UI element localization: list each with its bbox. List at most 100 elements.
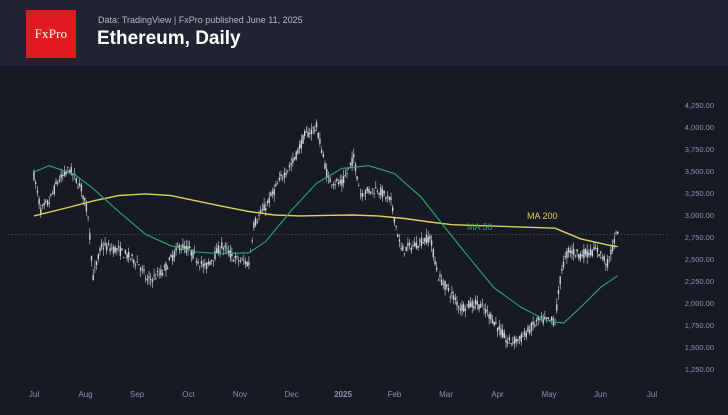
- candle-body: [390, 197, 392, 201]
- candle-body: [368, 188, 370, 193]
- candle-body: [160, 269, 162, 276]
- candle-body: [65, 171, 67, 175]
- candle-body: [363, 195, 365, 197]
- candle-body: [123, 257, 125, 259]
- candle-body: [146, 278, 149, 281]
- candle-body: [153, 274, 155, 276]
- candle-body: [275, 184, 277, 186]
- candle-body: [68, 170, 71, 174]
- candle-body: [385, 197, 387, 200]
- candle-body: [405, 246, 407, 252]
- candle-body: [260, 210, 262, 214]
- candle-body: [562, 261, 565, 268]
- candle-body: [315, 122, 318, 128]
- candle-body: [547, 317, 549, 319]
- x-tick-label: Dec: [284, 390, 298, 399]
- candle-body: [297, 149, 299, 154]
- x-tick-label: Aug: [78, 390, 92, 399]
- candle-body: [552, 319, 555, 326]
- candle-body: [290, 163, 292, 165]
- candle-body: [501, 329, 504, 338]
- candle-body: [542, 317, 544, 324]
- candle-body: [515, 339, 517, 343]
- candle-body: [112, 246, 115, 254]
- candle-body: [231, 252, 233, 256]
- candle-body: [485, 309, 487, 313]
- candle-body: [358, 185, 360, 187]
- candle-body: [241, 258, 243, 260]
- candle-body: [138, 264, 140, 266]
- candle-body: [353, 154, 355, 158]
- candle-body: [94, 266, 96, 268]
- candle-body: [393, 217, 396, 223]
- ma50-label: MA 50: [467, 222, 493, 232]
- candle-body: [615, 232, 617, 234]
- candle-body: [33, 171, 35, 181]
- candle-body: [530, 323, 533, 331]
- candle-body: [293, 157, 296, 160]
- candles-group: [33, 119, 619, 350]
- candle-body: [90, 256, 93, 261]
- candle-body: [266, 201, 269, 203]
- candle-body: [574, 255, 577, 257]
- candle-body: [35, 182, 37, 184]
- candle-body: [375, 187, 377, 189]
- candle-body: [327, 176, 330, 179]
- x-tick-label: Nov: [233, 390, 247, 399]
- candle-body: [454, 297, 456, 300]
- candle-body: [380, 187, 382, 196]
- candle-body: [331, 184, 333, 186]
- candle-body: [370, 191, 372, 194]
- candle-body: [302, 135, 304, 144]
- candle-body: [439, 274, 441, 277]
- candle-body: [58, 179, 61, 182]
- candle-body: [273, 189, 275, 196]
- fxpro-logo: FxPro: [26, 10, 76, 58]
- candle-body: [376, 191, 379, 192]
- chart-area[interactable]: MA 200 MA 50 4,250.00 4,000.00 3,750.00 3,5…: [0, 66, 728, 415]
- x-tick-label: Jul: [647, 390, 657, 399]
- candle-body: [469, 303, 472, 307]
- candle-body: [561, 268, 563, 271]
- candle-body: [295, 151, 297, 160]
- candle-body: [36, 190, 39, 193]
- candle-body: [527, 326, 529, 332]
- candle-body: [329, 178, 331, 183]
- candle-body: [603, 256, 605, 262]
- candle-body: [307, 132, 309, 138]
- candle-body: [598, 254, 600, 256]
- candle-body: [449, 296, 451, 298]
- candle-body: [119, 246, 121, 256]
- candle-body: [512, 342, 514, 343]
- candle-body: [518, 336, 521, 339]
- candle-body: [474, 299, 477, 305]
- candle-body: [151, 279, 154, 283]
- candle-body: [150, 279, 152, 280]
- candle-body: [481, 303, 483, 305]
- candle-body: [87, 217, 89, 219]
- candle-body: [342, 176, 345, 183]
- candle-body: [534, 324, 536, 327]
- candle-body: [222, 247, 225, 250]
- candle-body: [314, 129, 316, 132]
- candle-body: [452, 295, 455, 300]
- candle-body: [500, 328, 502, 335]
- candle-body: [265, 208, 267, 211]
- candle-body: [139, 267, 142, 271]
- candle-body: [478, 304, 480, 310]
- candle-body: [356, 176, 358, 180]
- candle-body: [312, 127, 314, 129]
- candle-body: [40, 208, 42, 215]
- candle-body: [491, 319, 494, 324]
- candle-body: [227, 250, 230, 255]
- candle-body: [430, 240, 433, 246]
- candle-body: [70, 167, 72, 175]
- y-tick-label: 2,500.00: [685, 255, 714, 264]
- price-chart[interactable]: MA 200 MA 50 4,250.00 4,000.00 3,750.00 3,5…: [0, 66, 728, 415]
- candle-body: [392, 207, 394, 211]
- y-tick-label: 2,750.00: [685, 233, 714, 242]
- candle-body: [507, 342, 509, 344]
- x-axis: Jul Aug Sep Oct Nov Dec 2025 Feb Mar Apr May Jun Jul: [29, 390, 657, 399]
- candle-body: [522, 336, 524, 337]
- candle-body: [569, 250, 571, 254]
